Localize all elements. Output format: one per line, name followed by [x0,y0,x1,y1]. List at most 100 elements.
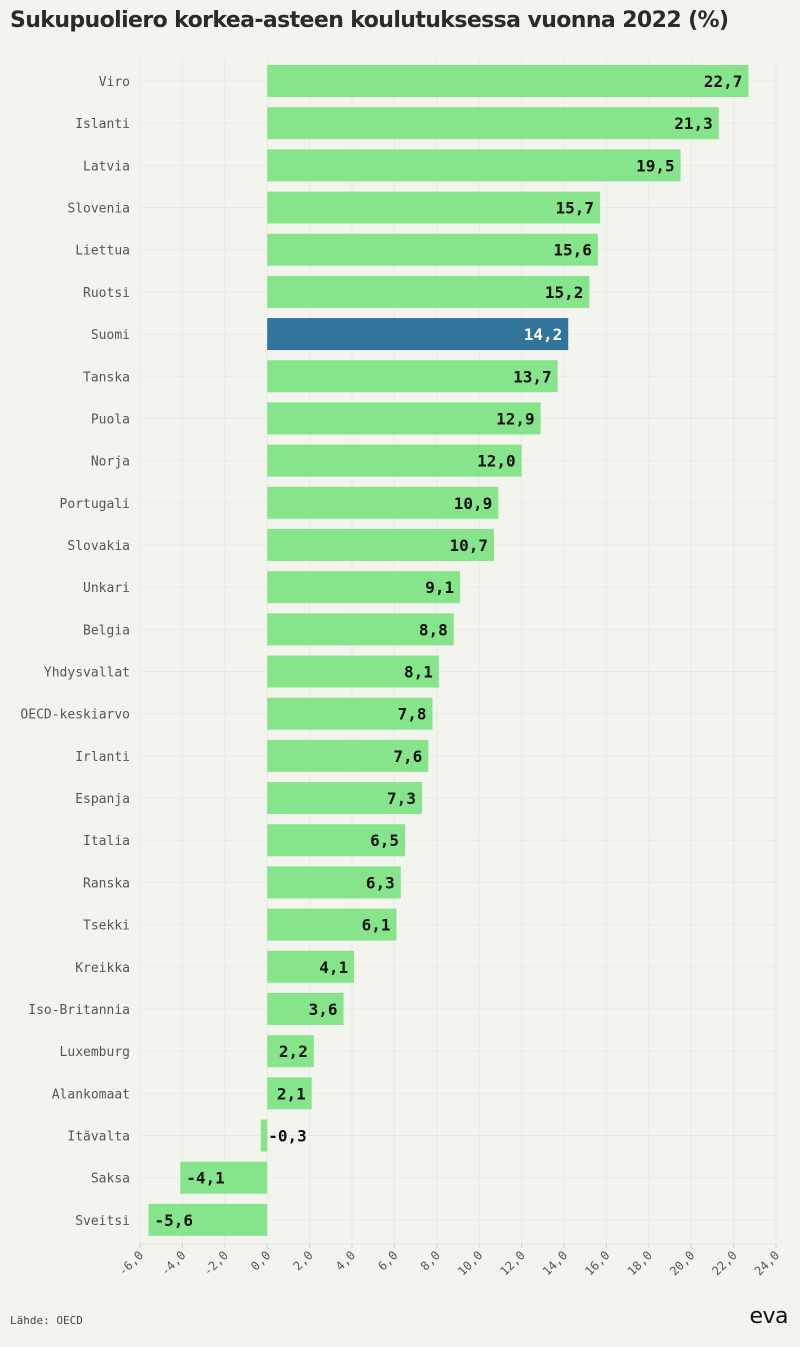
bar [267,360,558,393]
category-label: Belgia [83,623,130,638]
x-tick-label: 18,0 [625,1248,655,1278]
bar [267,866,401,899]
bar [267,739,429,772]
x-tick-label: 8,0 [418,1248,443,1273]
x-tick-label: 24,0 [752,1248,782,1278]
category-label: Irlanti [75,750,130,765]
category-label: Norja [91,455,130,470]
data-label: 7,8 [398,705,427,724]
category-label: Slovenia [67,202,130,217]
bar [267,824,405,857]
data-label: 12,9 [496,409,535,428]
bar [180,1161,268,1194]
x-tick-label: -6,0 [116,1248,146,1278]
bar [267,992,344,1025]
bar [267,275,590,308]
category-label: Tanska [83,370,130,385]
category-label: Liettua [75,244,130,259]
data-label: 13,7 [513,367,552,386]
category-label: OECD-keskiarvo [20,708,130,723]
x-tick-label: -4,0 [158,1248,188,1278]
category-label: Islanti [75,117,130,132]
data-label: 9,1 [425,578,454,597]
bar [267,950,355,983]
category-label: Unkari [83,581,130,596]
data-label: 6,5 [370,831,399,850]
data-label: -4,1 [186,1169,225,1188]
x-tick-label: 2,0 [290,1248,315,1273]
bar [267,571,461,604]
category-label: Suomi [91,328,130,343]
category-label: Itävalta [67,1130,130,1145]
bar [267,444,522,477]
data-label: 21,3 [674,114,713,133]
data-label: 14,2 [524,325,563,344]
category-label: Luxemburg [60,1045,130,1060]
data-label: 19,5 [636,156,675,175]
x-tick-label: 14,0 [540,1248,570,1278]
source-note: Lähde: OECD [10,1314,83,1327]
bar [267,697,433,730]
data-label: 15,6 [553,241,592,260]
bar [267,191,601,224]
bar [267,65,749,97]
data-label: 15,2 [545,283,584,302]
eva-logo: eva [749,1304,788,1329]
x-tick-label: 20,0 [667,1248,697,1278]
category-label: Italia [83,834,130,849]
category-label: Kreikka [75,961,130,976]
bar [267,1035,314,1068]
data-label: 6,1 [362,916,391,935]
data-label: 6,3 [366,873,395,892]
x-tick-label: -2,0 [201,1248,231,1278]
data-label: 10,7 [450,536,489,555]
bar [267,318,569,351]
x-tick-label: 4,0 [333,1248,358,1273]
bar [148,1203,268,1236]
data-label: 2,2 [279,1042,308,1061]
bar [267,782,422,815]
category-label: Viro [99,75,130,90]
bar [260,1119,268,1152]
data-label: 7,6 [393,747,422,766]
data-label: 8,1 [404,663,433,682]
data-label: 22,7 [704,72,743,91]
bar [267,908,397,941]
data-label: 2,1 [277,1084,306,1103]
bar [267,528,495,561]
data-label: 8,8 [419,620,448,639]
bar [267,1077,312,1110]
data-label: -0,3 [268,1127,307,1146]
category-label: Saksa [91,1172,130,1187]
category-label: Latvia [83,159,130,174]
category-label: Sveitsi [75,1214,130,1229]
category-label: Ranska [83,876,130,891]
data-label: 10,9 [454,494,493,513]
category-label: Iso-Britannia [28,1003,130,1018]
bar [267,486,499,519]
category-label: Espanja [75,792,130,807]
data-label: 12,0 [477,452,516,471]
category-label: Ruotsi [83,286,130,301]
bar-chart: Viro 22,7 Islanti 21,3 Latvia 19,5 Slovenia 15,… [20,60,782,1278]
bar [267,233,598,266]
data-label: 3,6 [309,1000,338,1019]
bar [267,402,541,435]
bar [267,613,454,646]
data-label: -5,6 [154,1211,193,1230]
category-label: Yhdysvallat [44,666,130,681]
x-tick-label: 10,0 [455,1248,485,1278]
x-tick-label: 16,0 [582,1248,612,1278]
chart-title: Sukupuoliero korkea-asteen koulutuksessa… [10,8,729,33]
bar [267,149,681,182]
data-label: 4,1 [319,958,348,977]
category-label: Slovakia [67,539,130,554]
category-label: Puola [91,412,130,427]
bar [267,107,719,140]
x-tick-label: 12,0 [497,1248,527,1278]
bar [267,655,439,688]
category-label: Portugali [60,497,130,512]
x-tick-label: 0,0 [248,1248,273,1273]
data-label: 15,7 [556,199,595,218]
category-label: Alankomaat [52,1087,130,1102]
